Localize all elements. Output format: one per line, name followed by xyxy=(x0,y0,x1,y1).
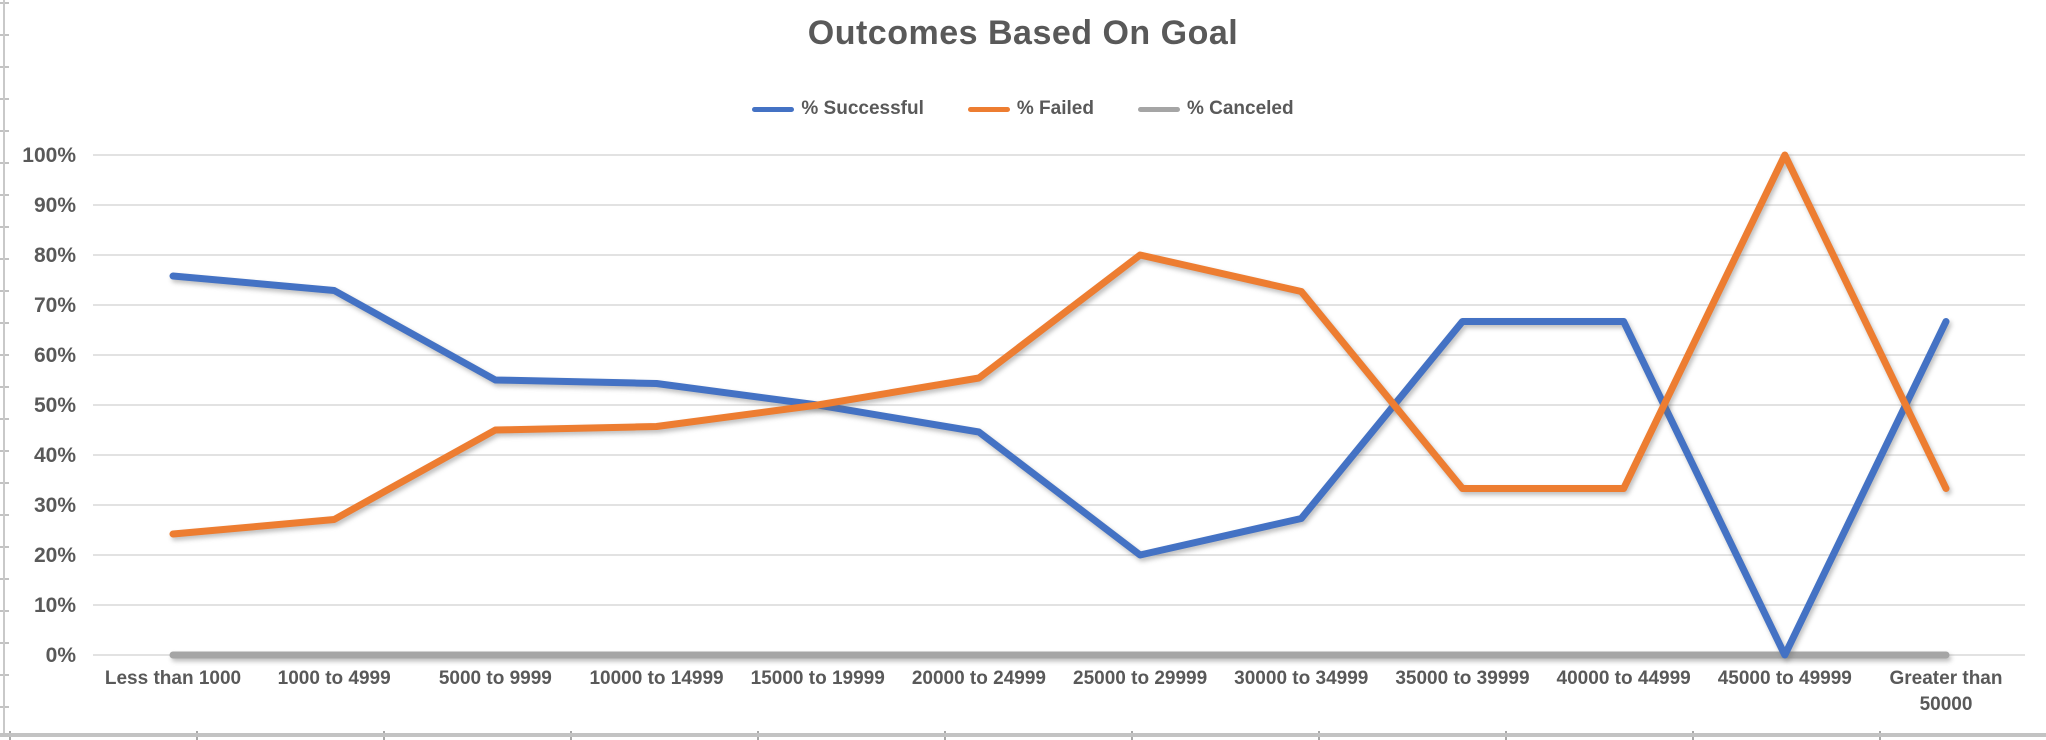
y-axis-tick-label: 40% xyxy=(34,444,76,467)
series-line-successful[interactable] xyxy=(169,272,1950,659)
x-axis-category-label: 1000 to 4999 xyxy=(278,668,391,689)
x-axis-category-label: Greater than 50000 xyxy=(1890,668,2003,715)
legend-item-failed[interactable]: % Failed xyxy=(967,98,1094,120)
y-axis-tick-label: 20% xyxy=(34,544,76,567)
legend-line-swatch-canceled xyxy=(1137,106,1180,112)
legend-item-successful[interactable]: % Successful xyxy=(752,98,924,120)
series-line-failed[interactable] xyxy=(169,151,1950,538)
x-axis-category-label: 10000 to 14999 xyxy=(589,668,723,689)
y-axis-tick-label: 50% xyxy=(34,394,76,417)
x-axis-category-label: Less than 1000 xyxy=(105,668,241,689)
x-axis-category-label: 20000 to 24999 xyxy=(912,668,1046,689)
x-axis-category-label: 35000 to 39999 xyxy=(1395,668,1529,689)
y-axis-tick-label: 70% xyxy=(34,294,76,317)
x-axis-category-label: 45000 to 49999 xyxy=(1718,668,1852,689)
legend-label-canceled: % Canceled xyxy=(1186,98,1294,119)
x-axis-category-label: 40000 to 44999 xyxy=(1557,668,1691,689)
chart-title: Outcomes Based On Goal xyxy=(807,14,1239,52)
legend-label-successful: % Successful xyxy=(801,98,924,119)
legend-label-failed: % Failed xyxy=(1016,98,1094,119)
chart-bottom-border xyxy=(0,733,2046,737)
x-axis-category-label: 15000 to 19999 xyxy=(751,668,885,689)
legend-line-swatch-failed xyxy=(967,106,1010,112)
y-axis-tick-label: 10% xyxy=(34,594,76,617)
y-axis-tick-label: 60% xyxy=(34,344,76,367)
worksheet-left-edge xyxy=(3,0,5,734)
x-axis-category-label: 25000 to 29999 xyxy=(1073,668,1207,689)
x-axis-category-label: 5000 to 9999 xyxy=(439,668,552,689)
x-axis-category-label: 30000 to 34999 xyxy=(1234,668,1368,689)
y-axis-tick-label: 100% xyxy=(22,144,76,167)
legend-item-canceled[interactable]: % Canceled xyxy=(1137,98,1294,120)
legend-line-swatch-successful xyxy=(752,106,795,112)
chart-legend: % Successful % Failed % Canceled xyxy=(0,98,2046,120)
y-axis-tick-label: 90% xyxy=(34,194,76,217)
y-axis-tick-label: 0% xyxy=(46,644,77,667)
y-axis-tick-label: 30% xyxy=(34,494,76,517)
y-axis-tick-label: 80% xyxy=(34,244,76,267)
